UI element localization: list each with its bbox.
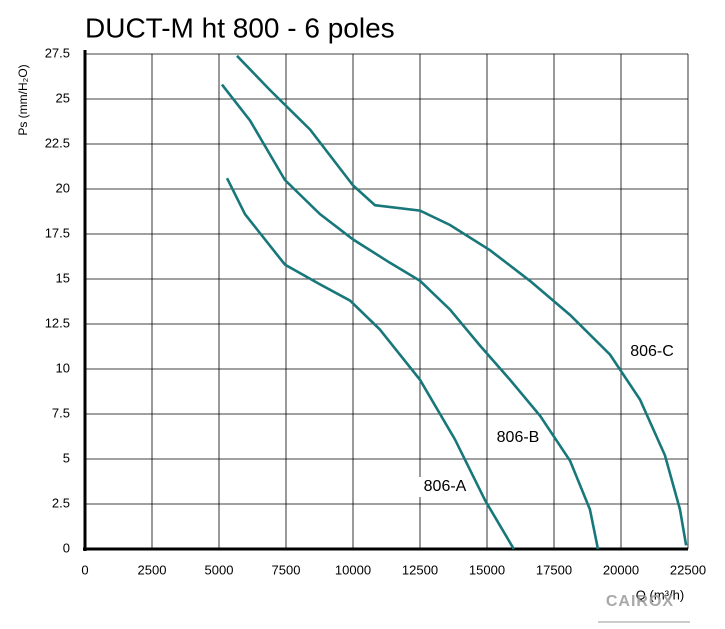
curve	[236, 54, 688, 546]
x-tick-label: 0	[81, 562, 88, 577]
y-tick-label: 17.5	[45, 225, 70, 240]
x-tick-label: 12500	[402, 562, 438, 577]
x-tick-label: 17500	[536, 562, 572, 577]
curve	[220, 83, 600, 550]
y-tick-label: 15	[56, 270, 70, 285]
chart-title: DUCT-M ht 800 - 6 poles	[85, 12, 395, 43]
curve	[225, 177, 515, 550]
y-tick-label: 25	[56, 90, 70, 105]
x-tick-label: 15000	[469, 562, 505, 577]
y-tick-label: 0	[63, 540, 70, 555]
y-tick-label: 27.5	[45, 45, 70, 60]
curve-label: 806-C	[630, 343, 674, 360]
curve-label: 806-B	[497, 429, 540, 446]
y-tick-label: 5	[63, 450, 70, 465]
x-tick-label: 20000	[603, 562, 639, 577]
curve-label-bg	[492, 428, 544, 448]
y-tick-label: 22.5	[45, 135, 70, 150]
curve-label-bg	[626, 342, 678, 362]
logo: CAIROX	[606, 593, 674, 610]
curve-label: 806-A	[424, 478, 467, 495]
x-tick-label: 10000	[335, 562, 371, 577]
x-tick-label: 5000	[205, 562, 234, 577]
y-tick-label: 12.5	[45, 315, 70, 330]
x-axis-label: Q (m³/h)	[636, 587, 684, 602]
y-tick-label: 2.5	[52, 495, 70, 510]
y-tick-label: 7.5	[52, 405, 70, 420]
curve-label-bg	[419, 477, 471, 497]
y-tick-label: 10	[56, 360, 70, 375]
x-tick-label: 2500	[138, 562, 167, 577]
x-tick-label: 7500	[272, 562, 301, 577]
y-tick-label: 20	[56, 180, 70, 195]
x-tick-label: 22500	[670, 562, 706, 577]
y-axis-label: Ps (mm/H₂O)	[16, 64, 30, 135]
